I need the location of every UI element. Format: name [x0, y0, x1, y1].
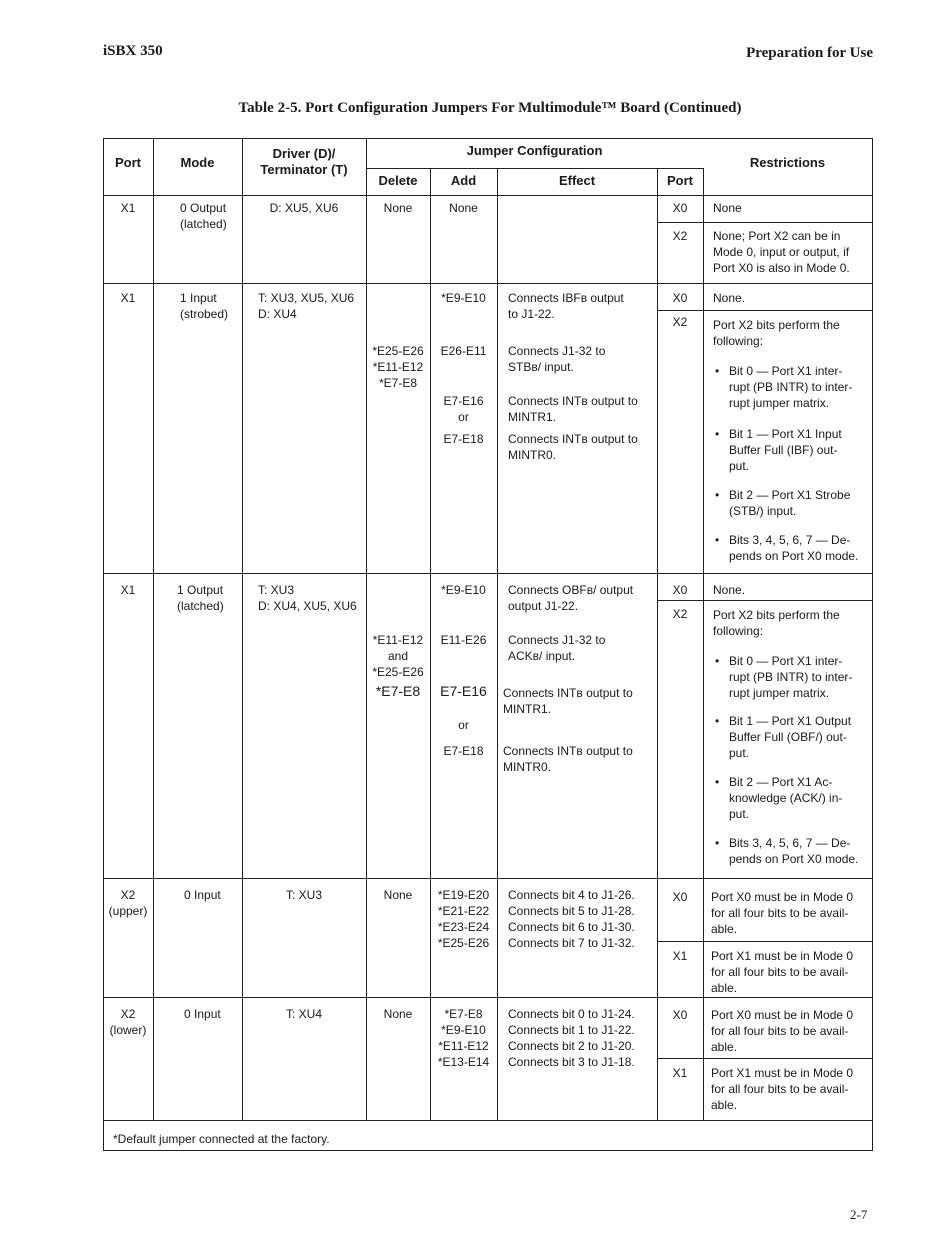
restriction-cell: Port X0 must be in Mode 0 for all four b… — [711, 890, 854, 936]
add-cell: *E7-E8 *E9-E10 *E11-E12 *E13-E14 — [437, 1007, 490, 1069]
add-cell: None — [449, 201, 478, 215]
driver-cell: D: XU5, XU6 — [269, 201, 339, 215]
delete-cell: *E7-E8 — [375, 683, 421, 699]
jumper-port-cell: X0 — [672, 583, 688, 597]
delete-cell: *E11-E12 and *E25-E26 — [372, 633, 424, 679]
table-title: Table 2-5. Port Configuration Jumpers Fo… — [238, 100, 742, 116]
effect-cell: Connects IBFʙ output to J1-22. — [508, 291, 624, 321]
header-add: Add — [450, 173, 477, 188]
restriction-bullet: Bit 1 — Port X1 Input Buffer Full (IBF) … — [715, 426, 842, 474]
header-driver: Driver (D)/ Terminator (T) — [260, 146, 348, 177]
port-cell: X1 — [120, 201, 136, 215]
running-header-right: Preparation for Use — [746, 45, 873, 61]
add-cell: E7-E18 — [443, 432, 484, 446]
restriction-cell: Port X1 must be in Mode 0 for all four b… — [711, 949, 854, 995]
effect-cell: Connects OBFʙ/ output output J1-22. — [508, 583, 634, 613]
restriction-bullet: Bit 0 — Port X1 inter- rupt (PB INTR) to… — [715, 653, 852, 701]
mode-cell: 0 Output (latched) — [180, 201, 227, 231]
restriction-cell: Port X0 must be in Mode 0 for all four b… — [711, 1008, 854, 1054]
driver-cell: T: XU3, XU5, XU6 D: XU4 — [258, 291, 355, 321]
add-cell: E11-E26 — [440, 633, 487, 647]
jumper-port-cell: X1 — [672, 949, 688, 963]
restriction-cell: Port X2 bits perform the following: — [713, 318, 840, 348]
effect-cell: Connects INTʙ output to MINTR1. — [508, 394, 638, 424]
driver-cell: T: XU3 — [285, 888, 322, 902]
jumper-port-cell: X0 — [672, 291, 688, 305]
jumper-port-cell: X2 — [672, 229, 688, 243]
port-cell: X2 (upper) — [108, 888, 148, 918]
page-number: 2-7 — [850, 1207, 868, 1222]
mode-cell: 0 Input — [184, 1007, 221, 1021]
effect-cell: Connects INTʙ output to MINTR1. — [503, 686, 633, 716]
delete-cell: None — [383, 888, 413, 902]
header-delete: Delete — [378, 173, 418, 188]
restriction-bullet: Bits 3, 4, 5, 6, 7 — De- pends on Port X… — [715, 835, 858, 867]
restriction-cell: None. — [713, 291, 746, 305]
add-cell: E7-E16 — [440, 683, 487, 699]
jumper-port-cell: X0 — [672, 1008, 688, 1022]
restriction-cell: None; Port X2 can be in Mode 0, input or… — [713, 229, 850, 275]
driver-cell: T: XU4 — [285, 1007, 322, 1021]
add-cell: E7-E18 — [443, 744, 484, 758]
header-jumper-port: Port — [667, 173, 693, 188]
restriction-bullet: Bit 2 — Port X1 Strobe (STB/) input. — [715, 487, 850, 519]
port-cell: X1 — [120, 583, 136, 597]
restriction-cell: Port X2 bits perform the following: — [713, 608, 840, 638]
add-cell: *E9-E10 — [441, 291, 486, 305]
effect-cell: Connects INTʙ output to MINTR0. — [503, 744, 633, 774]
header-port: Port — [115, 155, 141, 170]
restriction-bullet: Bit 1 — Port X1 Output Buffer Full (OBF/… — [715, 713, 851, 761]
effect-cell: Connects bit 4 to J1-26. Connects bit 5 … — [508, 888, 635, 950]
add-cell: E26-E11 — [440, 344, 487, 358]
restriction-bullet: Bit 0 — Port X1 inter- rupt (PB INTR) to… — [715, 363, 852, 411]
add-cell: *E9-E10 — [441, 583, 486, 597]
port-cell: X1 — [120, 291, 136, 305]
delete-cell: None — [383, 201, 413, 215]
restriction-bullet: Bit 2 — Port X1 Ac- knowledge (ACK/) in-… — [715, 774, 842, 822]
header-restrictions: Restrictions — [749, 155, 826, 170]
effect-cell: Connects INTʙ output to MINTR0. — [508, 432, 638, 462]
delete-cell: *E25-E26 *E11-E12 *E7-E8 — [372, 344, 424, 390]
jumper-port-cell: X1 — [672, 1066, 688, 1080]
restriction-cell: Port X1 must be in Mode 0 for all four b… — [711, 1066, 854, 1112]
delete-cell: None — [383, 1007, 413, 1021]
header-effect: Effect — [558, 173, 596, 188]
restriction-cell: None — [713, 201, 742, 215]
add-cell: *E19-E20 *E21-E22 *E23-E24 *E25-E26 — [437, 888, 490, 950]
driver-cell: T: XU3 D: XU4, XU5, XU6 — [258, 583, 357, 613]
mode-cell: 1 Output (latched) — [177, 583, 224, 613]
effect-cell: Connects bit 0 to J1-24. Connects bit 1 … — [508, 1007, 635, 1069]
restriction-bullet: Bits 3, 4, 5, 6, 7 — De- pends on Port X… — [715, 532, 858, 564]
effect-cell: Connects J1-32 to STBʙ/ input. — [508, 344, 606, 374]
jumper-port-cell: X0 — [672, 201, 688, 215]
add-cell: E7-E16 or — [443, 394, 484, 424]
port-cell: X2 (lower) — [109, 1007, 147, 1037]
jumper-port-cell: X2 — [672, 607, 688, 621]
header-mode: Mode — [180, 155, 215, 170]
header-jumper-configuration: Jumper Configuration — [466, 143, 603, 158]
running-header-left: iSBX 350 — [103, 43, 163, 59]
restriction-cell: None. — [713, 583, 746, 597]
mode-cell: 0 Input — [184, 888, 221, 902]
add-cell: or — [458, 718, 469, 732]
mode-cell: 1 Input (strobed) — [180, 291, 229, 321]
effect-cell: Connects J1-32 to ACKʙ/ input. — [508, 633, 606, 663]
jumper-port-cell: X2 — [672, 315, 688, 329]
footnote: *Default jumper connected at the factory… — [113, 1132, 330, 1146]
jumper-port-cell: X0 — [672, 890, 688, 904]
